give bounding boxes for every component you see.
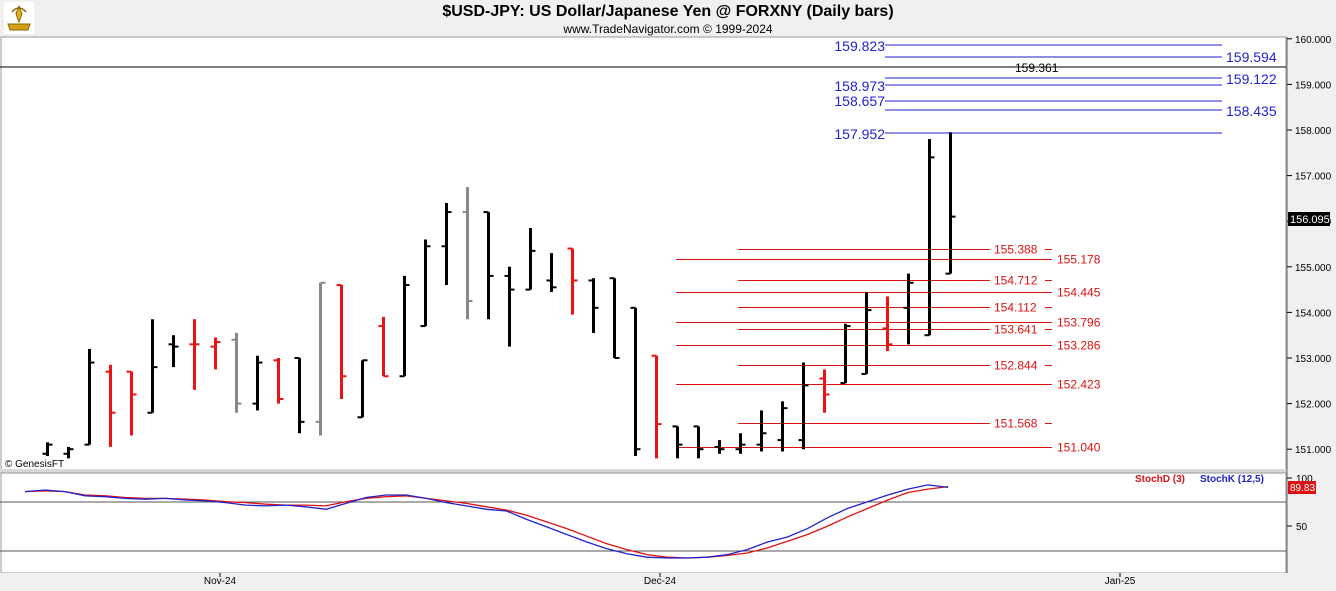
red-level-label: 153.796 [1057,316,1101,330]
price-bar [168,335,179,368]
price-bar [567,247,578,315]
price-bar [756,410,767,452]
price-bar [588,278,599,333]
price-bar [903,273,914,345]
red-level-label: 155.388 [994,243,1038,257]
price-bar [357,359,368,419]
price-bar [504,266,515,347]
stoch-d-line [24,485,949,559]
y-tick-label: 155.000 [1295,263,1332,274]
panel-divider[interactable] [0,469,1336,473]
red-level-label: 153.286 [1057,339,1101,353]
price-bar [672,425,683,459]
y-tick-label: 157.000 [1295,172,1332,183]
red-level-label: 154.445 [1057,286,1101,300]
price-bar [252,355,263,411]
price-bar [798,362,809,450]
stoch-value-marker [1288,481,1316,494]
legend-stoch-k: StochK (12,5) [1200,474,1264,485]
price-bar [273,358,284,404]
price-bar [924,139,935,337]
stoch-k-line [24,484,949,559]
red-level-label: 151.040 [1057,441,1101,455]
price-bar [861,291,872,375]
price-bar [147,319,158,414]
stochastic-panel [0,472,1287,574]
price-bar [84,348,95,446]
red-level-label: 152.844 [994,359,1038,373]
price-bar [462,187,473,320]
y-tick-label: 153.000 [1295,354,1332,365]
blue-level-label: 157.952 [834,126,885,142]
chart-title: $USD-JPY: US Dollar/Japanese Yen @ FORXN… [442,3,894,20]
stoch-y-tick-label: 50 [1296,522,1308,533]
red-level-label: 152.423 [1057,378,1101,392]
price-bar [231,332,242,413]
price-bar [945,132,956,275]
bull-logo-icon [4,2,34,34]
blue-level-label: 158.435 [1226,103,1277,119]
blue-level-label: 158.973 [834,78,885,94]
last-price-marker [1288,212,1330,226]
price-bar [294,357,305,434]
red-level-label: 154.712 [994,274,1038,288]
price-bar [378,316,389,378]
y-tick-label: 159.000 [1295,80,1332,91]
price-bar [525,228,536,291]
price-bar [819,369,830,413]
price-bar [840,323,851,385]
price-bar [609,277,620,359]
x-tick-label: Jan-25 [1105,576,1136,587]
price-bar [420,239,431,328]
y-tick-label: 151.000 [1295,445,1332,456]
chart-subtitle: www.TradeNavigator.com © 1999-2024 [563,22,773,36]
x-tick-label: Dec-24 [644,576,677,587]
last-price-label: 156.095 [1290,214,1330,226]
x-tick-label: Nov-24 [204,576,237,587]
red-level-label: 153.641 [994,323,1038,337]
y-tick-label: 158.000 [1295,126,1332,137]
y-tick-label: 152.000 [1295,400,1332,411]
blue-level-label: 158.657 [834,93,885,109]
price-bar [105,364,116,447]
price-bar [714,440,725,454]
price-bar [63,446,74,459]
red-level-label: 155.178 [1057,253,1101,267]
black-level-label: 159.361 [1015,61,1059,75]
price-bar [441,202,452,286]
price-bar [126,370,137,436]
price-bar [651,354,662,459]
price-bar [399,275,410,378]
price-bar [42,442,53,457]
y-tick-label: 160.000 [1295,35,1332,46]
y-tick-label: 154.000 [1295,308,1332,319]
price-bar [630,306,641,457]
blue-level-label: 159.823 [834,38,885,54]
chart-header [0,0,1336,37]
legend-stoch-d: StochD (3) [1135,474,1185,485]
price-bar [483,211,494,320]
stoch-value-label: 89.83 [1290,483,1315,494]
price-bar [189,319,200,390]
watermark: © GenesisFT [5,459,64,470]
price-bar [336,284,347,400]
stoch-y-tick-label: 100 [1296,474,1313,485]
price-bar [777,401,788,452]
price-bar [693,425,704,459]
blue-level-label: 159.122 [1226,71,1277,87]
price-bar [546,253,557,292]
price-bar [210,337,221,370]
x-axis-strip [0,573,1336,591]
blue-level-label: 159.594 [1226,49,1277,65]
price-bar [735,433,746,454]
price-bar [882,296,893,352]
red-level-label: 151.568 [994,417,1038,431]
price-bar [315,281,326,436]
red-level-label: 154.112 [994,301,1037,315]
